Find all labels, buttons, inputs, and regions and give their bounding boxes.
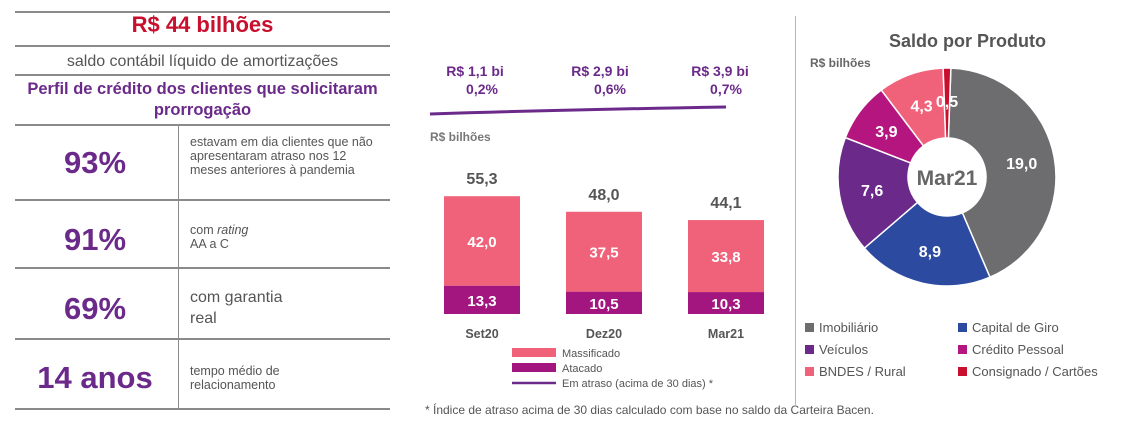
bar-value-label: 10,3 (711, 296, 740, 313)
bottom-rule (15, 408, 390, 410)
stacked-bar-chart: R$ bilhões 13,3 42,0 55,3 Set20 R$ 1,1 bi 0,2%… (429, 63, 764, 390)
pie-legend-item: Consignado / Cartões (958, 364, 1098, 379)
pie-legend-swatch (958, 323, 967, 332)
stat-desc-rating-suffix: AA a C (190, 237, 229, 251)
delinquency-amount-label: R$ 3,9 bi (691, 63, 749, 79)
delinquency-line (429, 105, 727, 116)
row-rule-3 (15, 338, 390, 340)
pie-legend-swatch (958, 345, 967, 354)
headline-rule (15, 45, 390, 47)
donut-value-label: 4,3 (910, 98, 932, 115)
stat-value-relationship: 14 anos (37, 360, 153, 395)
pie-legend-label: BNDES / Rural (819, 364, 906, 379)
donut-value-label: 0,5 (936, 94, 958, 111)
pie-legend-label: Veículos (819, 342, 869, 357)
delinquency-rate-label: 0,2% (466, 81, 498, 97)
stat-desc-rating: com rating AA a C (190, 223, 385, 251)
subtitle-rule (15, 74, 390, 76)
row-rule-1 (15, 199, 390, 201)
delinquency-rate-label: 0,7% (710, 81, 742, 97)
bar-total-label: 48,0 (588, 187, 619, 204)
legend-swatch (512, 348, 556, 357)
bar-segment-massificado (688, 220, 764, 293)
bar-segment-atacado (444, 285, 520, 314)
row-rule-2 (15, 267, 390, 269)
bar-segment-atacado (688, 292, 764, 314)
bar-segment-massificado (444, 196, 520, 286)
legend-label: Atacado (562, 363, 602, 375)
pie-legend-swatch (805, 323, 814, 332)
stat-desc-on-time: estavam em dia clientes que não apresent… (190, 135, 373, 177)
bar-total-label: 44,1 (710, 195, 741, 212)
pie-legend-label: Capital de Giro (972, 320, 1059, 335)
donut-value-label: 3,9 (875, 124, 897, 141)
pie-legend-swatch (958, 367, 967, 376)
section-divider (795, 16, 796, 406)
bar-segment-atacado (566, 291, 642, 314)
pie-legend-label: Crédito Pessoal (972, 342, 1064, 357)
pie-legend-item: Capital de Giro (958, 320, 1059, 335)
pie-title: Saldo por Produto (889, 31, 1046, 51)
profile-title: Perfil de crédito dos clientes que solic… (27, 80, 378, 119)
bar-segment-massificado (566, 211, 642, 292)
pie-legend-item: Veículos (805, 342, 868, 357)
pie-legend-item: BNDES / Rural (805, 364, 906, 379)
delinquency-amount-label: R$ 1,1 bi (446, 63, 504, 79)
stat-value-on-time: 93% (63, 145, 127, 180)
donut-value-label: 8,9 (919, 244, 941, 261)
headline-value: R$ 44 bilhões (131, 12, 274, 37)
pie-legend-item: Crédito Pessoal (958, 342, 1064, 357)
donut-value-label: 7,6 (861, 183, 883, 200)
delinquency-rate-label: 0,6% (594, 81, 626, 97)
stat-desc-guarantee: com garantia real (190, 289, 283, 327)
bar-value-label: 33,8 (711, 249, 740, 266)
legend-label: Em atraso (acima de 30 dias) * (562, 378, 714, 390)
bar-unit-label: R$ bilhões (430, 130, 491, 144)
bar-value-label: 13,3 (467, 293, 496, 310)
bar-value-label: 42,0 (467, 234, 496, 251)
bar-total-label: 55,3 (466, 171, 497, 188)
stat-value-guarantee: 69% (63, 291, 127, 326)
stat-value-rating: 91% (63, 222, 127, 257)
delinquency-amount-label: R$ 2,9 bi (571, 63, 629, 79)
pie-unit-label: R$ bilhões (810, 56, 871, 70)
top-rule (15, 11, 390, 13)
footnote: * Índice de atraso acima de 30 dias calc… (425, 403, 874, 417)
donut-value-label: 19,0 (1006, 156, 1037, 173)
headline-subtitle: saldo contábil líquido de amortizações (66, 53, 339, 70)
pie-legend-item: Imobiliário (805, 320, 878, 335)
category-label: Set20 (465, 327, 498, 341)
column-divider (178, 125, 179, 408)
pie-legend-label: Consignado / Cartões (972, 364, 1098, 379)
donut-hole (908, 138, 986, 216)
bar-value-label: 37,5 (589, 245, 618, 262)
pie-legend-swatch (805, 345, 814, 354)
stat-desc-relationship: tempo médio de relacionamento (190, 364, 280, 392)
stat-desc-rating-prefix: com (190, 223, 218, 237)
category-label: Mar21 (708, 327, 744, 341)
bar-value-label: 10,5 (589, 296, 618, 313)
pie-legend-label: Imobiliário (819, 320, 879, 335)
legend-swatch (512, 363, 556, 372)
legend-label: Massificado (562, 348, 620, 360)
donut-chart: 19,0 8,9 7,6 3,9 4,3 0,5 Mar21 (837, 67, 1057, 287)
donut-center-label: Mar21 (917, 167, 978, 190)
stat-desc-rating-italic: rating (217, 223, 249, 237)
pie-legend-swatch (805, 367, 814, 376)
profile-rule (15, 124, 390, 126)
category-label: Dez20 (586, 327, 622, 341)
